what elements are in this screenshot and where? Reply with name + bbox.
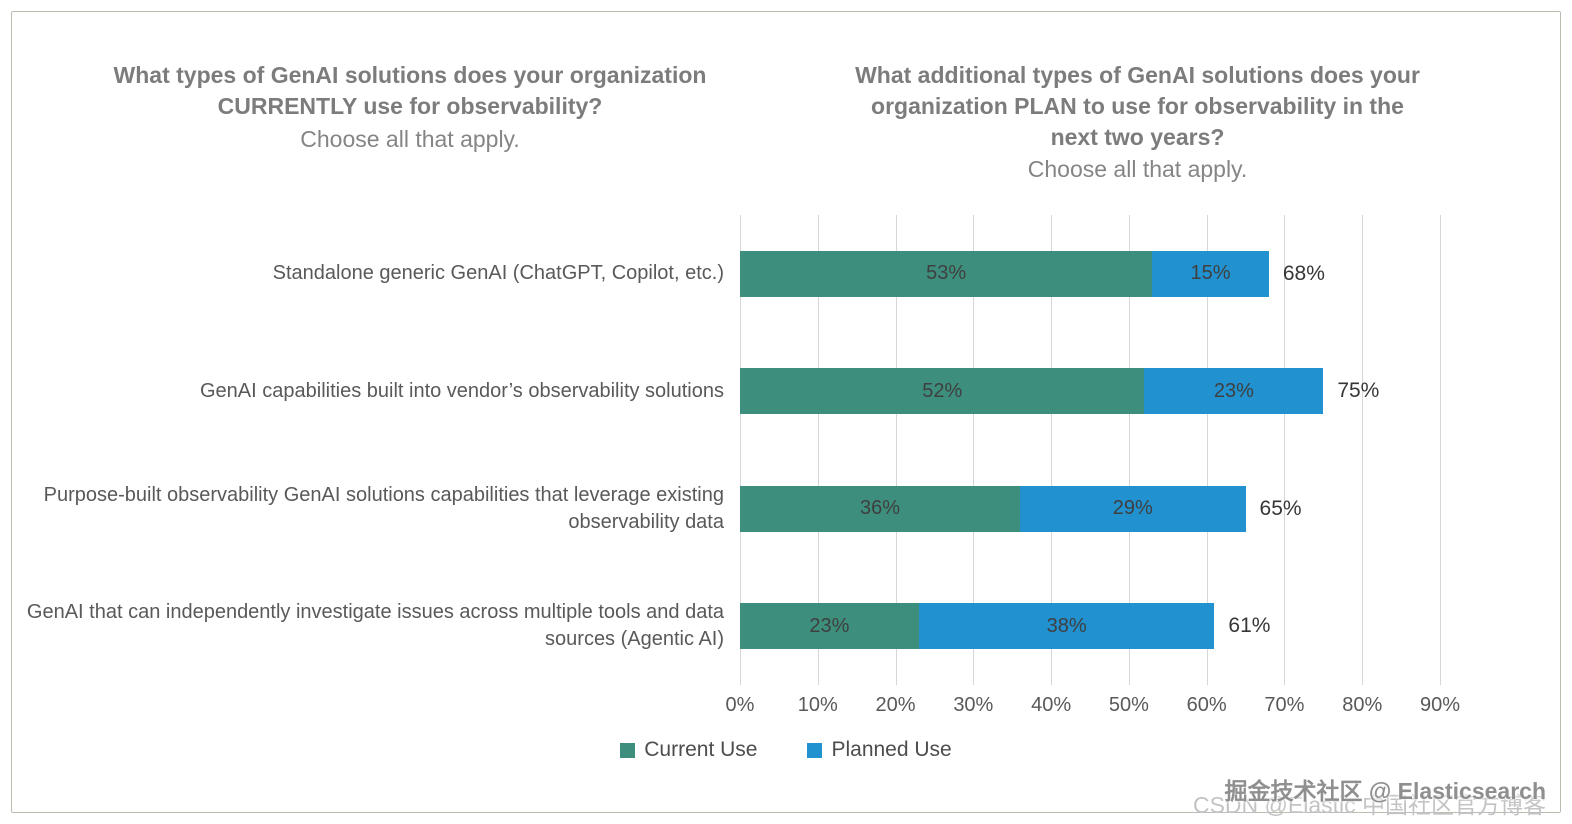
category-label: Purpose-built observability GenAI soluti…	[43, 483, 724, 533]
current-use-swatch-icon	[620, 742, 636, 758]
bar-segment-planned-use: 38%	[918, 603, 1215, 650]
bar-segment-current-use: 23%	[740, 603, 919, 650]
planned-use-swatch-icon	[807, 742, 823, 758]
left-title-block: What types of GenAI solutions does your …	[110, 60, 710, 154]
segment-value-label: 23%	[809, 614, 850, 637]
x-tick-label: 30%	[953, 694, 994, 716]
gridline	[1440, 215, 1441, 685]
bar-row: 23% 38% 61%	[740, 603, 1271, 650]
watermark-top: 掘金技术社区 @ Elasticsearch	[1224, 778, 1546, 805]
watermark-block: 掘金技术社区 @ Elasticsearch CSDN @Elastic 中国社…	[1193, 779, 1546, 818]
x-axis: 0% 10% 20% 30% 40% 50% 60% 70% 80% 90%	[726, 694, 1460, 724]
gridline	[817, 215, 819, 685]
bar-segment-planned-use: 23%	[1144, 368, 1324, 415]
gridline	[973, 215, 975, 685]
x-tick-label: 80%	[1342, 694, 1383, 716]
gridline	[1206, 215, 1208, 685]
total-value-label: 65%	[1259, 496, 1302, 520]
bar-segment-current-use: 53%	[740, 250, 1153, 297]
segment-value-label: 52%	[922, 379, 963, 402]
right-title-block: What additional types of GenAI solutions…	[855, 60, 1420, 185]
total-value-label: 61%	[1228, 614, 1271, 638]
gridline	[895, 215, 897, 685]
x-tick-label: 90%	[1419, 694, 1461, 716]
segment-value-label: 38%	[1046, 614, 1087, 637]
x-tick-label: 50%	[1108, 694, 1149, 716]
legend-label-planned-use: Planned Use	[831, 738, 952, 761]
bar-row: 53% 15% 68%	[740, 250, 1325, 297]
legend-label-current-use: Current Use	[644, 738, 758, 761]
x-tick-label: 10%	[797, 694, 838, 716]
gridline	[1051, 215, 1053, 685]
left-title: What types of GenAI solutions does your …	[113, 62, 707, 119]
x-tick-label: 70%	[1264, 694, 1305, 716]
right-title: What additional types of GenAI solutions…	[855, 62, 1420, 150]
legend-item-current-use: Current Use	[620, 738, 757, 762]
x-tick-label: 0%	[725, 694, 755, 716]
segment-value-label: 15%	[1190, 262, 1231, 285]
bar-row: 52% 23% 75%	[740, 368, 1380, 415]
gridline	[1284, 215, 1286, 685]
plot-area: 53% 15% 68% 52% 23% 75% 36% 29% 65% 23% 38% 61%	[740, 215, 1441, 685]
bar-segment-planned-use: 29%	[1020, 485, 1246, 532]
x-tick-label: 20%	[875, 694, 916, 716]
segment-value-label: 36%	[859, 497, 901, 520]
bar-segment-current-use: 36%	[740, 485, 1020, 532]
category-label: GenAI that can independently investigate…	[26, 601, 724, 651]
total-value-label: 75%	[1337, 379, 1380, 403]
gridline	[1128, 215, 1130, 685]
category-labels: Standalone generic GenAI (ChatGPT, Copil…	[20, 215, 724, 685]
left-subtitle: Choose all that apply.	[300, 125, 520, 152]
x-tick-label: 60%	[1186, 694, 1227, 716]
gridline	[740, 215, 741, 685]
bar-segment-planned-use: 15%	[1152, 250, 1269, 297]
segment-value-label: 29%	[1112, 497, 1153, 520]
total-value-label: 68%	[1282, 261, 1325, 285]
segment-value-label: 23%	[1213, 379, 1254, 402]
right-subtitle: Choose all that apply.	[1027, 156, 1248, 183]
category-label: Standalone generic GenAI (ChatGPT, Copil…	[272, 262, 724, 285]
legend-item-planned-use: Planned Use	[807, 738, 952, 762]
legend: Current Use Planned Use	[0, 738, 1572, 762]
bar-row: 36% 29% 65%	[740, 485, 1302, 532]
category-label: GenAI capabilities built into vendor’s o…	[200, 379, 724, 402]
watermark-bottom: CSDN @Elastic 中国社区官方博客	[1192, 791, 1546, 818]
gridline	[1362, 215, 1364, 685]
segment-value-label: 53%	[926, 262, 967, 285]
x-tick-label: 40%	[1031, 694, 1072, 716]
bar-segment-current-use: 52%	[740, 368, 1145, 415]
